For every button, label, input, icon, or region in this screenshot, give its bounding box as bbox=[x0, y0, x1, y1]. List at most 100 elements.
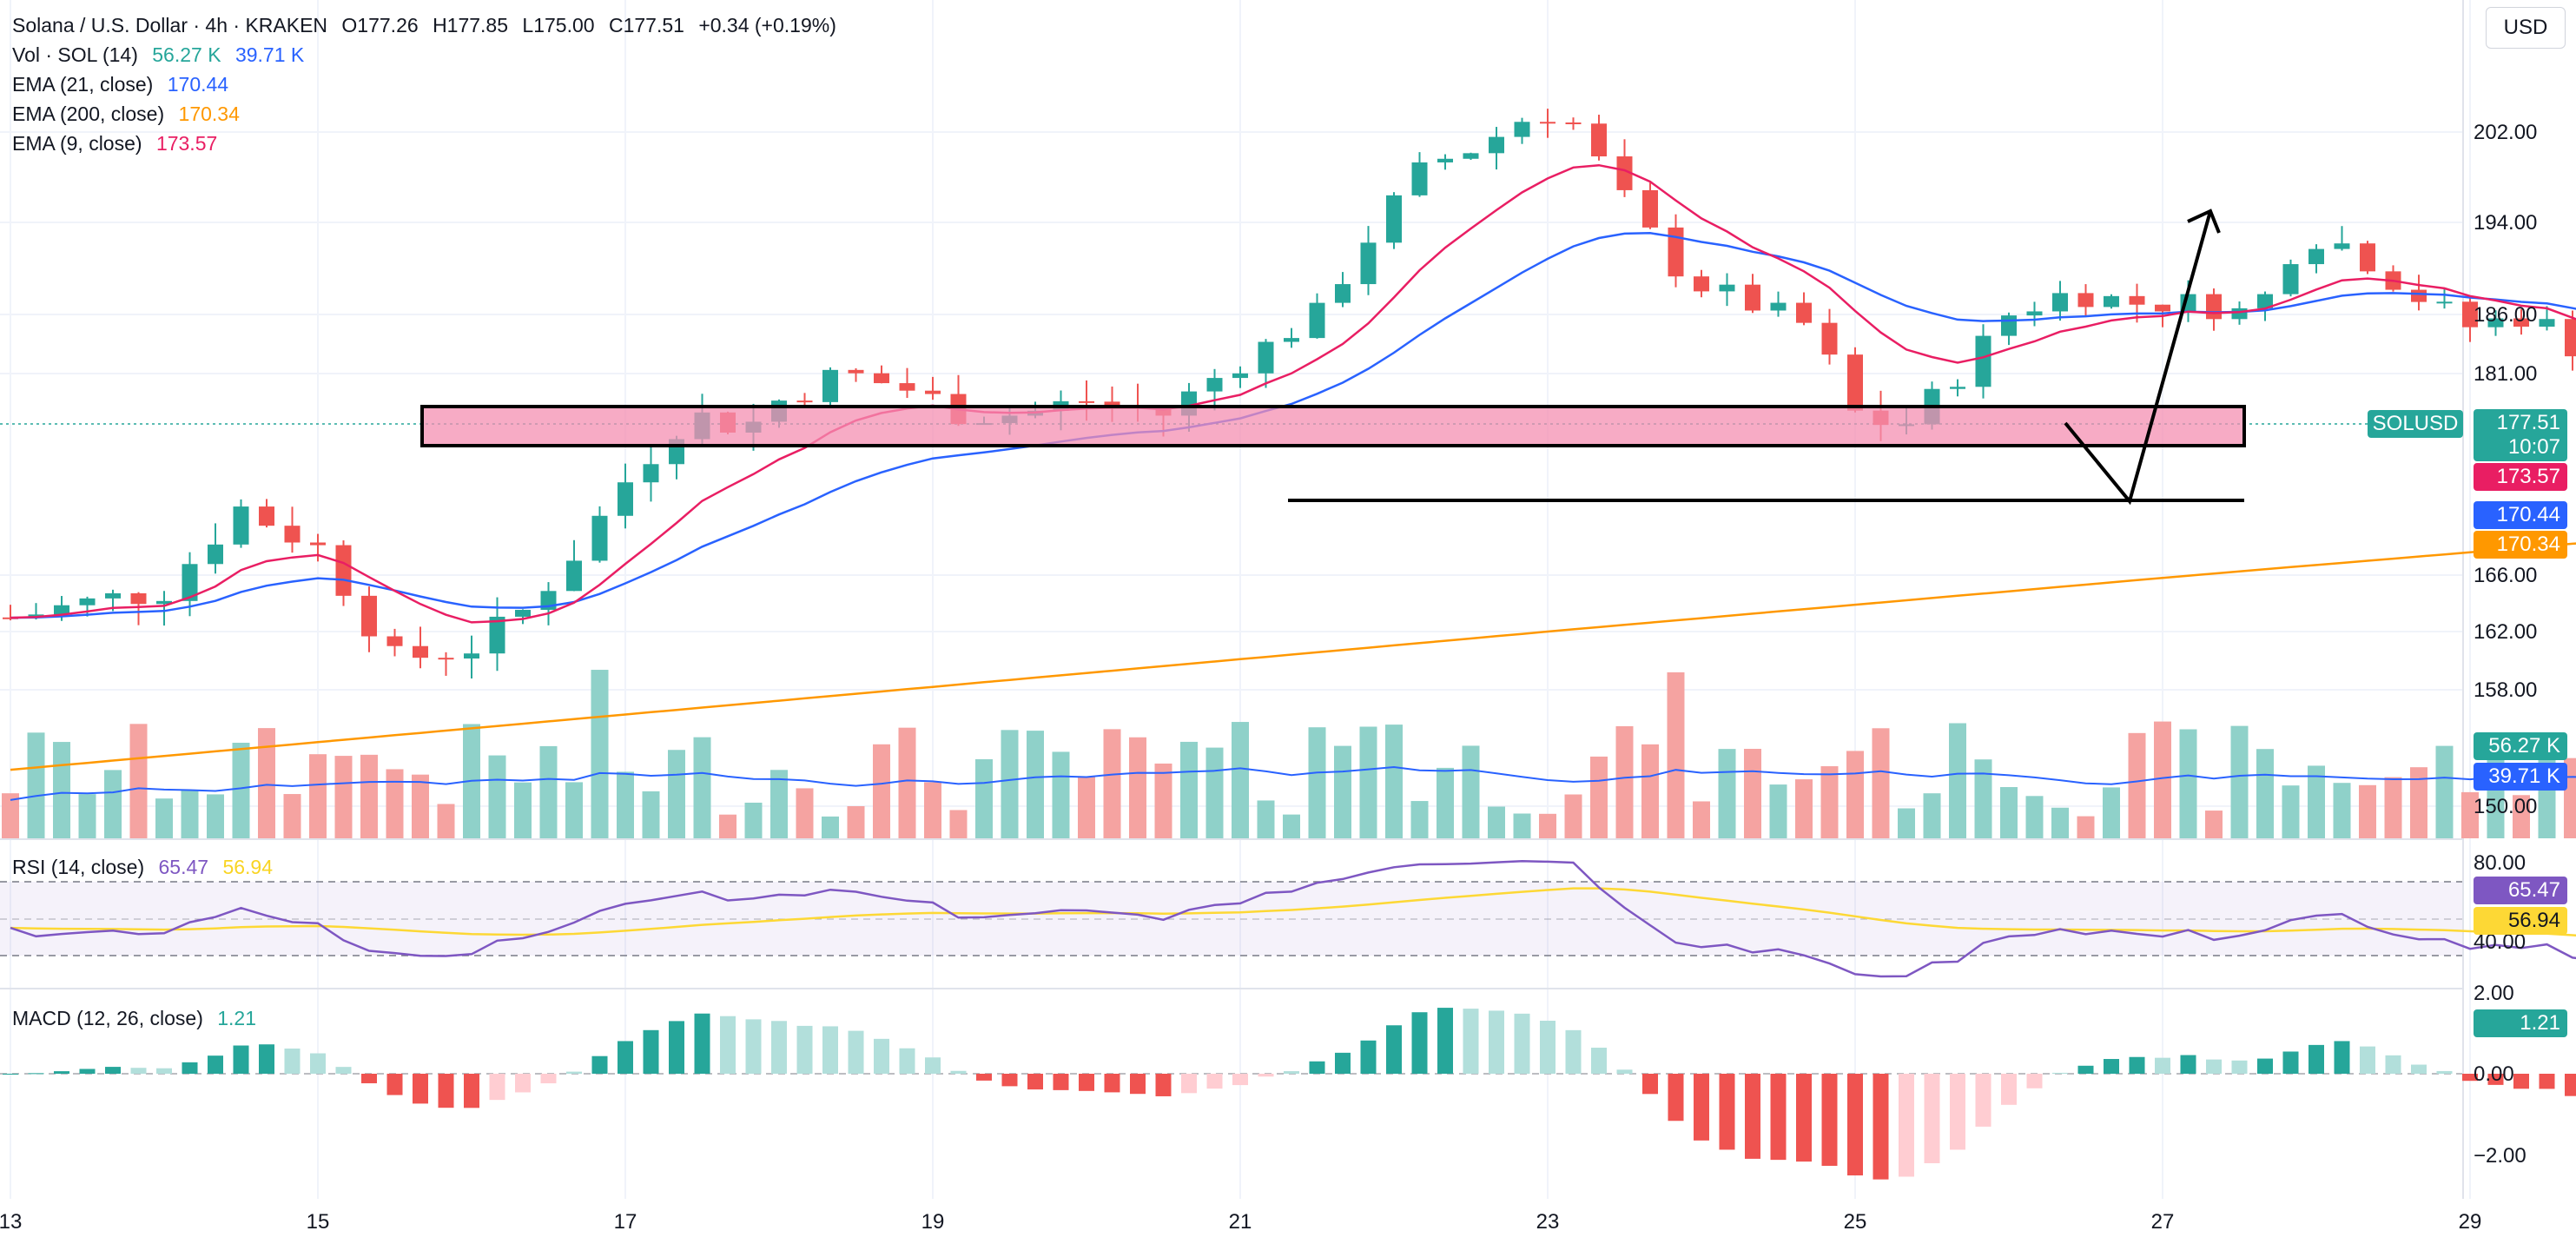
volume-bar bbox=[412, 774, 429, 838]
ema21-legend[interactable]: EMA (21, close) 170.44 bbox=[12, 69, 237, 99]
volume-bar bbox=[668, 750, 685, 838]
symbol-title: Solana / U.S. Dollar · 4h · KRAKEN bbox=[12, 14, 328, 36]
volume-bar bbox=[258, 728, 275, 838]
macd-bar bbox=[566, 1071, 582, 1074]
volume-bar bbox=[78, 794, 96, 838]
macd-bar bbox=[1309, 1061, 1325, 1074]
volume-bar bbox=[1539, 813, 1556, 838]
symbol-legend[interactable]: Solana / U.S. Dollar · 4h · KRAKEN O177.… bbox=[12, 10, 845, 40]
macd-bar bbox=[1745, 1074, 1760, 1159]
candle bbox=[618, 463, 633, 529]
macd-bar bbox=[2282, 1051, 2299, 1074]
volume-bar bbox=[898, 727, 916, 838]
volume-bar bbox=[2359, 784, 2376, 838]
candle bbox=[233, 499, 249, 548]
macd-bar bbox=[310, 1053, 326, 1074]
candle bbox=[1770, 291, 1787, 317]
ema200-legend[interactable]: EMA (200, close) 170.34 bbox=[12, 99, 248, 129]
macd-bar bbox=[848, 1030, 864, 1074]
macd-bar bbox=[1206, 1074, 1223, 1089]
macd-bar bbox=[259, 1044, 274, 1074]
volume-bar bbox=[155, 798, 173, 838]
currency-button[interactable]: USD bbox=[2486, 7, 2566, 49]
volume-bar bbox=[1001, 730, 1019, 838]
volume-bar bbox=[2128, 732, 2146, 838]
candle bbox=[310, 533, 326, 562]
macd-bar bbox=[156, 1068, 172, 1074]
macd-bar bbox=[1514, 1013, 1530, 1074]
candle bbox=[1821, 308, 1838, 365]
macd-bar bbox=[2411, 1064, 2427, 1074]
macd-bar bbox=[591, 1055, 608, 1074]
candle bbox=[874, 365, 889, 384]
candle bbox=[2411, 275, 2427, 311]
axis-label: 13 bbox=[0, 1210, 22, 1234]
candle bbox=[464, 635, 479, 679]
macd-bar bbox=[2104, 1059, 2119, 1074]
macd-bar bbox=[822, 1026, 838, 1074]
legend-label: MACD (12, 26, close) bbox=[12, 1007, 203, 1029]
ema200-line bbox=[10, 542, 2576, 771]
axis-label: 166.00 bbox=[2474, 564, 2537, 587]
axis-label: 15 bbox=[307, 1210, 330, 1234]
macd-bar bbox=[3, 1074, 18, 1075]
volume-bar bbox=[1052, 751, 1070, 838]
macd-bar bbox=[720, 1016, 736, 1074]
macd-bar bbox=[2539, 1074, 2555, 1089]
volume-bar bbox=[591, 670, 609, 838]
rsi-ma-badge: 56.94 bbox=[2474, 907, 2567, 935]
macd-bar bbox=[1694, 1074, 1709, 1141]
volume-bar bbox=[129, 724, 148, 838]
volume-bar bbox=[1795, 779, 1813, 838]
macd-bar bbox=[976, 1074, 992, 1081]
legend-label: EMA (21, close) bbox=[12, 73, 154, 96]
macd-legend[interactable]: MACD (12, 26, close) 1.21 bbox=[12, 1003, 265, 1033]
macd-bar bbox=[386, 1074, 403, 1095]
volume-bar bbox=[2, 793, 19, 838]
macd-bar bbox=[1437, 1008, 1453, 1074]
volume-bar bbox=[924, 782, 941, 838]
macd-bar bbox=[1079, 1074, 1094, 1091]
macd-bar bbox=[1719, 1074, 1735, 1150]
volume-bar bbox=[1283, 814, 1300, 838]
ema9-legend[interactable]: EMA (9, close) 173.57 bbox=[12, 129, 226, 158]
candle bbox=[3, 605, 18, 621]
candle bbox=[540, 582, 557, 625]
candle bbox=[386, 628, 403, 657]
volume-bar bbox=[2025, 796, 2044, 838]
macd-bar bbox=[2487, 1074, 2504, 1085]
axis-label: 25 bbox=[1844, 1210, 1867, 1234]
candle bbox=[1540, 109, 1556, 138]
volume-bar bbox=[770, 770, 788, 838]
candle bbox=[1591, 115, 1607, 161]
ohlc-close: C177.51 bbox=[608, 14, 684, 36]
rsi-legend[interactable]: RSI (14, close) 65.47 56.94 bbox=[12, 852, 281, 882]
candle bbox=[899, 367, 915, 399]
candle bbox=[1745, 274, 1760, 314]
ema9-badge: 173.57 bbox=[2474, 463, 2567, 491]
volume-bar bbox=[1129, 737, 1146, 838]
macd-bar bbox=[2026, 1074, 2043, 1088]
candle bbox=[1309, 293, 1325, 339]
macd-bar bbox=[1873, 1074, 1889, 1180]
axis-label: 186.00 bbox=[2474, 303, 2537, 327]
candle bbox=[1694, 269, 1709, 298]
candle bbox=[1360, 226, 1377, 295]
volume-bar bbox=[949, 810, 968, 838]
candle bbox=[1668, 214, 1684, 288]
volume-bar bbox=[1974, 759, 1992, 838]
volume-legend[interactable]: Vol · SOL (14) 56.27 K 39.71 K bbox=[12, 40, 313, 69]
macd-bar bbox=[1668, 1074, 1684, 1122]
volume-bar bbox=[2179, 729, 2197, 838]
axis-label: 19 bbox=[921, 1210, 945, 1234]
volume-bar bbox=[796, 788, 814, 838]
macd-bar bbox=[925, 1057, 941, 1074]
macd-bar bbox=[694, 1013, 710, 1074]
macd-bar bbox=[1027, 1074, 1043, 1090]
macd-bar bbox=[1463, 1009, 1479, 1074]
macd-bar bbox=[2308, 1044, 2324, 1074]
volume-bar bbox=[617, 771, 634, 838]
volume-bar bbox=[1257, 800, 1275, 838]
candle bbox=[2513, 308, 2529, 335]
